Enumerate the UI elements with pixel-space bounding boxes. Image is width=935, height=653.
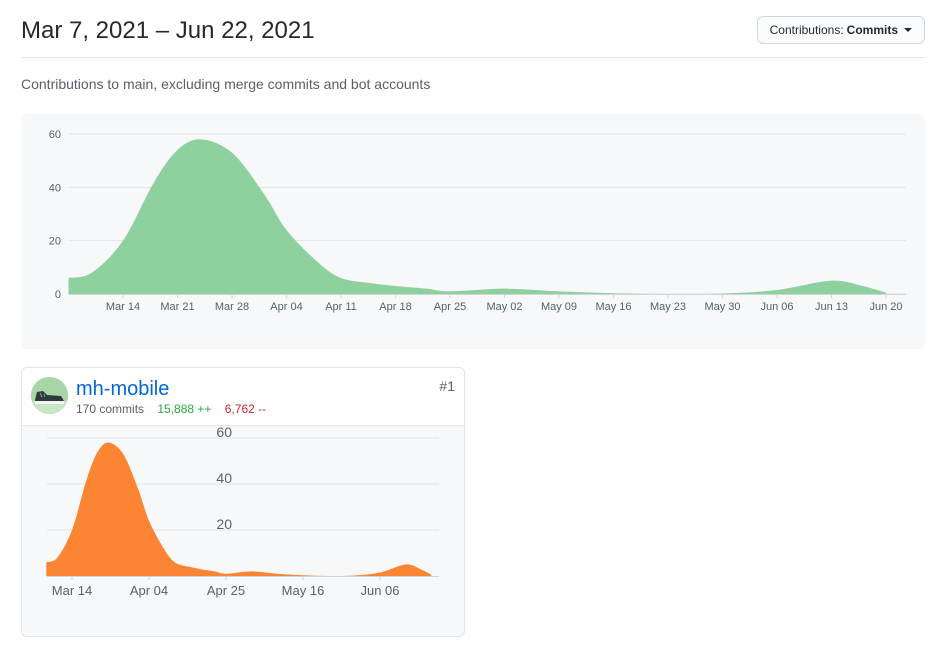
page-header: Mar 7, 2021 – Jun 22, 2021 Contributions…	[21, 0, 925, 58]
contributor-stats: 170 commits 15,888 ++ 6,762 --	[76, 402, 266, 416]
main-chart-data-point	[152, 180, 156, 184]
main-chart-data-point	[394, 284, 398, 288]
main-chart-x-tick-label: Apr 04	[270, 301, 302, 313]
contributor-chart-data-point	[147, 519, 151, 523]
main-chart-data-point	[67, 276, 71, 280]
contributor-chart-x-tick-label: Jun 06	[360, 583, 399, 598]
main-chart-x-tick-label: Apr 25	[434, 301, 466, 313]
contributor-chart-data-point	[378, 571, 382, 575]
contributor-chart-y-tick-label: 20	[216, 516, 232, 532]
contributor-chart-data-point	[224, 572, 228, 576]
main-chart-data-point	[285, 228, 289, 232]
contributor-chart-data-point	[162, 546, 166, 550]
main-chart-x-tick-label: Mar 14	[106, 301, 140, 313]
main-chart-data-point	[316, 260, 320, 264]
contributor-chart-x-tick-label: Apr 25	[207, 583, 245, 598]
contributor-chart-x-tick-label: Mar 14	[52, 583, 92, 598]
main-chart-data-point	[425, 287, 429, 291]
deletions-count: 6,762 --	[224, 402, 267, 416]
main-chart-area-series	[68, 139, 886, 295]
contributor-rank: #1	[439, 378, 455, 394]
main-chart-data-point	[370, 281, 374, 285]
main-chart-x-tick-label: May 23	[650, 301, 686, 313]
main-chart-y-tick-label: 20	[49, 236, 61, 248]
date-range-title: Mar 7, 2021 – Jun 22, 2021	[21, 17, 315, 44]
contributor-chart-data-point	[250, 569, 254, 573]
contributor-chart-x-tick-label: Apr 04	[130, 583, 168, 598]
contributor-chart-data-point	[418, 567, 422, 571]
main-chart-data-point	[775, 288, 779, 292]
additions-count: 15,888 ++	[157, 402, 212, 416]
contributor-chart-data-point	[107, 441, 111, 445]
main-chart-svg: 0 20 40 60 Mar 14 Mar 21 Mar 28 Apr 04 Apr 11 Apr…	[49, 129, 906, 313]
main-chart-y-tick-label: 60	[49, 129, 61, 141]
main-chart-x-tick-label: Mar 21	[160, 301, 194, 313]
contributor-chart-svg: 20 40 60 Mar 14 Apr 04 Apr 25 May 16 Jun 06	[44, 425, 439, 598]
main-chart-data-point	[176, 148, 180, 152]
contributor-chart-data-point	[70, 528, 74, 532]
main-chart-x-tick-label: May 30	[704, 301, 740, 313]
contributor-chart-data-point	[55, 556, 59, 560]
main-chart-x-tick-label: Mar 28	[215, 301, 249, 313]
contributor-chart-data-point	[198, 567, 202, 571]
main-chart-data-point	[448, 289, 452, 293]
contributor-card-header: mh-mobile 170 commits 15,888 ++ 6,762 --…	[22, 368, 464, 426]
contributor-chart-y-tick-label: 60	[216, 425, 232, 440]
caret-down-icon	[904, 28, 912, 32]
contributor-chart-data-point	[187, 565, 191, 569]
main-chart-x-tick-label: Jun 06	[760, 301, 793, 313]
main-chart-x-tick-label: May 16	[595, 301, 631, 313]
contributor-chart-data-point	[121, 452, 125, 456]
main-chart-data-point	[861, 284, 865, 288]
contributor-chart-area-series	[46, 442, 432, 577]
main-chart-data-point	[90, 271, 94, 275]
contributor-name-link[interactable]: mh-mobile	[76, 378, 170, 400]
main-chart-data-point	[121, 239, 125, 243]
main-chart-data-point	[557, 289, 561, 293]
main-chart-data-point	[261, 191, 265, 195]
contributor-chart-data-point	[213, 569, 217, 573]
main-chart-data-point	[339, 276, 343, 280]
contributions-label: Contributions:	[769, 23, 844, 37]
contributor-chart-data-point	[173, 560, 177, 564]
main-chart-y-tick-label: 0	[55, 289, 61, 301]
contributions-value: Commits	[846, 23, 898, 37]
main-chart-x-tick-label: May 02	[486, 301, 522, 313]
main-chart-x-tick-label: Apr 11	[325, 301, 357, 313]
contributor-chart-data-point	[85, 477, 89, 481]
main-chart-x-tick-label: May 09	[541, 301, 577, 313]
main-chart-data-point	[503, 287, 507, 291]
sneaker-avatar-icon[interactable]	[31, 377, 68, 414]
main-chart-x-tick-label: Apr 18	[379, 301, 411, 313]
contributor-chart-y-tick-label: 40	[216, 470, 232, 486]
commit-count: 170 commits	[76, 402, 145, 416]
contributor-chart-data-point	[96, 450, 100, 454]
contributor-chart-data-point	[136, 487, 140, 491]
main-chart-x-tick-label: Jun 20	[869, 301, 902, 313]
main-chart-data-point	[230, 151, 234, 155]
main-chart-data-point	[199, 137, 203, 141]
contributor-chart-x-tick-label: May 16	[282, 583, 325, 598]
main-chart-x-tick-label: Jun 13	[815, 301, 848, 313]
main-chart-data-point	[830, 279, 834, 283]
chart-subtitle: Contributions to main, excluding merge c…	[21, 76, 431, 92]
main-contributions-chart: 0 20 40 60 Mar 14 Mar 21 Mar 28 Apr 04 Apr 11 Apr…	[21, 114, 925, 349]
contributor-chart-data-point	[275, 572, 279, 576]
contributions-select-button[interactable]: Contributions: Commits	[756, 16, 925, 44]
contributor-card: mh-mobile 170 commits 15,888 ++ 6,762 --…	[21, 367, 465, 637]
contributor-chart-data-point	[404, 563, 408, 567]
contributor-chart-data-point	[44, 560, 48, 564]
main-chart-y-tick-label: 40	[49, 182, 61, 194]
